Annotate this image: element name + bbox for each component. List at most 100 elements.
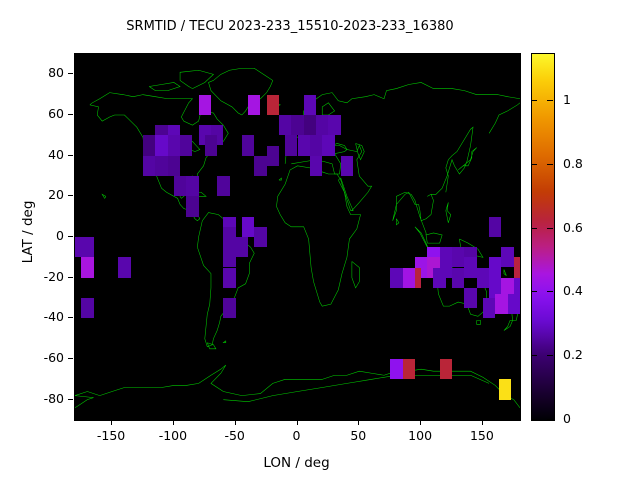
- heatmap-cell: [291, 115, 304, 136]
- colorbar-tick-mark: [547, 99, 553, 101]
- y-tick-label: 0: [56, 228, 64, 243]
- y-tick-mark: [68, 154, 73, 156]
- y-tick-label: 40: [48, 146, 64, 162]
- y-tick-mark: [68, 73, 73, 75]
- y-tick-label: 20: [48, 187, 64, 203]
- heatmap-cell: [476, 267, 490, 288]
- y-tick-label: -40: [43, 309, 64, 325]
- y-tick-mark: [68, 236, 73, 237]
- x-axis-title: LON / deg: [263, 455, 330, 471]
- heatmap-cell: [223, 267, 236, 288]
- colorbar-tick-mark: [531, 163, 537, 165]
- coastline-path: [426, 233, 442, 243]
- coastline-path: [504, 308, 518, 330]
- heatmap-cell: [464, 287, 477, 309]
- heatmap-cell: [498, 379, 512, 400]
- heatmap-cell: [173, 176, 187, 197]
- heatmap-cell: [309, 135, 323, 156]
- colorbar-tick-mark: [531, 419, 537, 420]
- colorbar-tick-label: 0.8: [563, 155, 583, 171]
- heatmap-cell: [464, 257, 477, 278]
- y-tick-mark: [68, 398, 73, 400]
- y-tick-label: 60: [48, 106, 64, 121]
- heatmap-cell: [198, 94, 211, 115]
- heatmap-cell: [439, 359, 452, 380]
- coastline-path: [431, 127, 473, 194]
- x-tick-label: -50: [224, 428, 245, 443]
- heatmap-cell: [513, 277, 520, 298]
- heatmap-cell: [217, 176, 230, 197]
- heatmap-cell-layer: [75, 54, 520, 420]
- x-tick-label: 0: [292, 428, 301, 443]
- y-axis-title: LAT / deg: [20, 200, 36, 264]
- heatmap-cell: [248, 94, 261, 115]
- colorbar-tick-label: 0.6: [563, 219, 583, 235]
- heatmap-cell: [266, 145, 279, 166]
- colorbar-tick-mark: [547, 227, 553, 229]
- y-tick-label: 80: [48, 65, 64, 81]
- colorbar-tick-label: 0.4: [563, 283, 583, 299]
- plot-area: [74, 53, 521, 421]
- coastline-path: [352, 261, 359, 287]
- heatmap-cell: [489, 216, 502, 237]
- x-tick-mark: [296, 420, 298, 425]
- heatmap-cell: [142, 135, 156, 156]
- colorbar-tick-mark: [531, 227, 537, 229]
- coastline-path: [393, 192, 434, 235]
- heatmap-cell: [155, 155, 168, 176]
- coastline-path: [446, 202, 451, 222]
- heatmap-cell: [309, 155, 323, 176]
- heatmap-cell: [507, 293, 520, 315]
- y-tick-mark: [68, 276, 73, 278]
- colorbar-tick-mark: [531, 355, 537, 357]
- x-tick-mark: [172, 420, 174, 425]
- y-tick-mark: [68, 114, 73, 115]
- heatmap-cell: [180, 135, 193, 156]
- heatmap-cell: [482, 298, 496, 319]
- heatmap-cell: [204, 135, 218, 156]
- heatmap-cell: [452, 267, 465, 288]
- heatmap-cell: [402, 267, 415, 288]
- heatmap-cell: [186, 176, 199, 197]
- coastline-path: [209, 68, 273, 115]
- heatmap-cell: [452, 247, 465, 268]
- x-tick-mark: [420, 420, 422, 425]
- heatmap-cell: [340, 155, 354, 176]
- heatmap-cell: [81, 257, 94, 278]
- x-tick-mark: [111, 420, 113, 425]
- coastline-path: [338, 178, 353, 211]
- coastline-path: [458, 148, 477, 170]
- coastline-path: [356, 143, 365, 159]
- coastline-path: [291, 143, 371, 210]
- coastline-path: [180, 70, 213, 88]
- heatmap-cell: [328, 115, 341, 136]
- heatmap-cell: [513, 257, 520, 278]
- heatmap-cell: [223, 226, 236, 248]
- heatmap-cell: [81, 237, 94, 258]
- x-tick-label: 100: [408, 428, 433, 443]
- plot-title: SRMTID / TECU 2023-233_15510-2023-233_16…: [126, 19, 454, 34]
- heatmap-cell: [495, 293, 508, 315]
- heatmap-cell: [285, 135, 298, 156]
- x-tick-mark: [481, 420, 483, 425]
- coastline-path: [504, 270, 506, 276]
- x-tick-label: 150: [469, 428, 494, 443]
- colorbar-gradient: [532, 54, 554, 420]
- heatmap-cell: [241, 216, 255, 237]
- heatmap-cell: [501, 247, 514, 268]
- heatmap-cell: [235, 237, 249, 258]
- coastline-path: [102, 194, 106, 198]
- heatmap-cell: [489, 257, 502, 278]
- heatmap-cell: [223, 247, 236, 268]
- colorbar-tick-label: 0.2: [563, 347, 583, 363]
- y-tick-mark: [68, 358, 73, 359]
- coastline-path: [207, 343, 216, 349]
- colorbar-tick-mark: [531, 291, 537, 293]
- heatmap-cell: [433, 267, 446, 288]
- heatmap-cell: [297, 135, 310, 156]
- coastline-path: [279, 178, 281, 180]
- colorbar-tick-label: 0: [563, 411, 571, 426]
- heatmap-cell: [155, 135, 168, 156]
- heatmap-cell: [402, 359, 415, 380]
